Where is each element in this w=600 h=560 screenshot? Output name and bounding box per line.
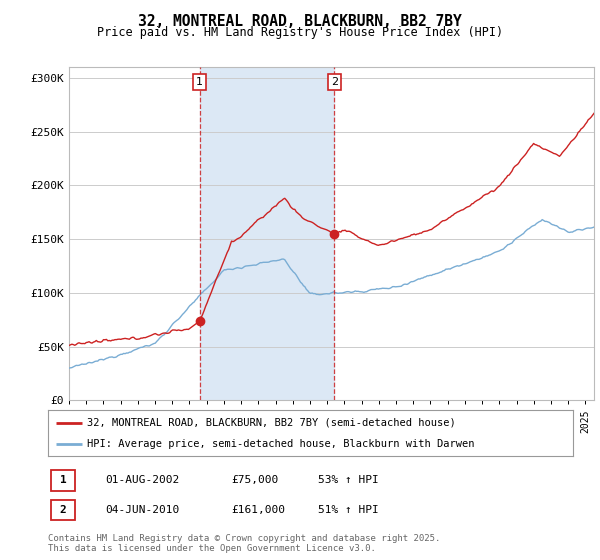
- Text: 32, MONTREAL ROAD, BLACKBURN, BB2 7BY: 32, MONTREAL ROAD, BLACKBURN, BB2 7BY: [138, 14, 462, 29]
- Text: 04-JUN-2010: 04-JUN-2010: [105, 505, 179, 515]
- Text: 2: 2: [331, 77, 338, 87]
- Text: £161,000: £161,000: [231, 505, 285, 515]
- Text: 53% ↑ HPI: 53% ↑ HPI: [318, 475, 379, 486]
- Text: Contains HM Land Registry data © Crown copyright and database right 2025.
This d: Contains HM Land Registry data © Crown c…: [48, 534, 440, 553]
- Text: 1: 1: [196, 77, 203, 87]
- Text: 2: 2: [59, 505, 67, 515]
- Text: HPI: Average price, semi-detached house, Blackburn with Darwen: HPI: Average price, semi-detached house,…: [88, 439, 475, 449]
- Text: Price paid vs. HM Land Registry's House Price Index (HPI): Price paid vs. HM Land Registry's House …: [97, 26, 503, 39]
- Bar: [200, 67, 334, 400]
- Text: 51% ↑ HPI: 51% ↑ HPI: [318, 505, 379, 515]
- Text: 1: 1: [59, 475, 67, 486]
- Text: £75,000: £75,000: [231, 475, 278, 486]
- Text: 01-AUG-2002: 01-AUG-2002: [105, 475, 179, 486]
- Text: 32, MONTREAL ROAD, BLACKBURN, BB2 7BY (semi-detached house): 32, MONTREAL ROAD, BLACKBURN, BB2 7BY (s…: [88, 418, 456, 428]
